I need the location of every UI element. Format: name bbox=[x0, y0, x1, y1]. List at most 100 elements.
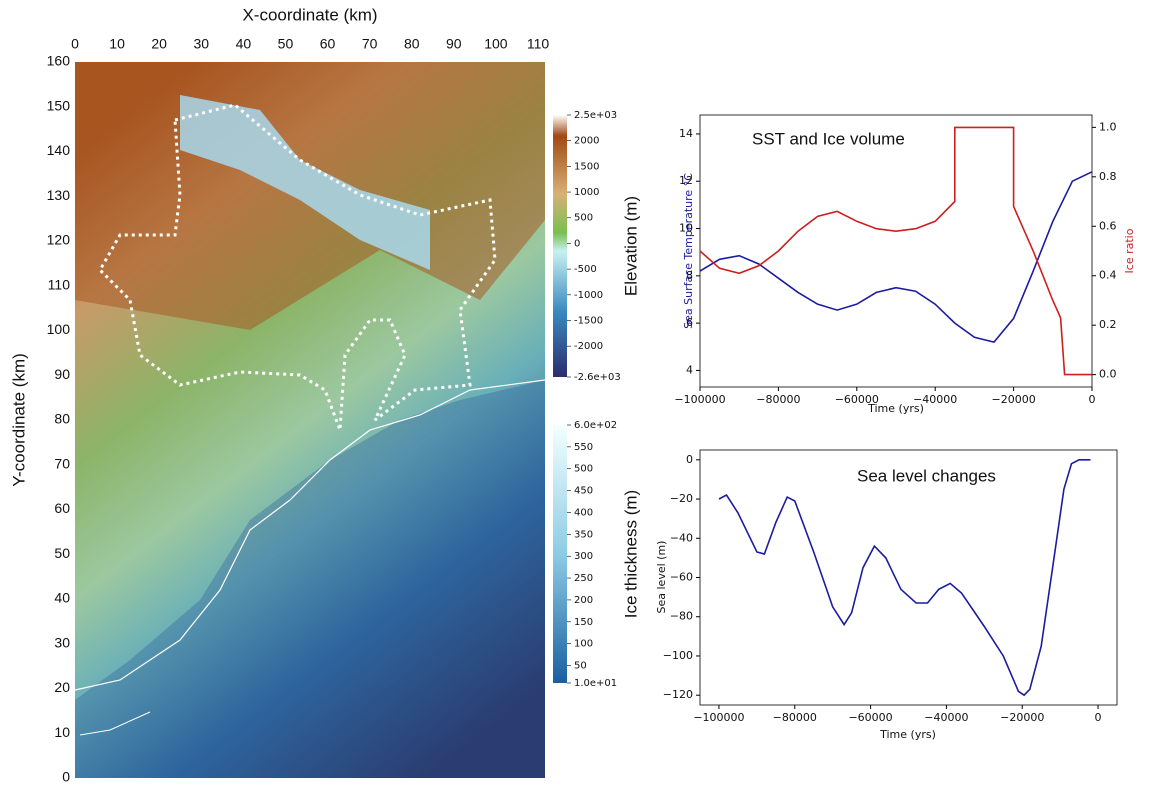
colorbar-label: Ice thickness (m) bbox=[621, 490, 640, 618]
line-series bbox=[699, 171, 1093, 343]
colorbar-tick-label: 300 bbox=[574, 551, 593, 562]
y-axis-label: Y-coordinate (km) bbox=[9, 353, 28, 487]
x-tick-label: −20000 bbox=[991, 393, 1035, 406]
sea-level-axes bbox=[699, 449, 1118, 706]
colorbar-tick-label: -1500 bbox=[574, 315, 603, 326]
colorbar-tick-label: 550 bbox=[574, 442, 593, 453]
x-tick-label: 70 bbox=[362, 36, 378, 52]
y2-tick-label: 0.4 bbox=[1099, 269, 1117, 282]
colorbar-tick-label: 500 bbox=[574, 213, 593, 224]
x-tick-label: −100000 bbox=[693, 711, 744, 724]
y-tick-label: 60 bbox=[54, 500, 70, 516]
x-tick-label: −80000 bbox=[773, 711, 817, 724]
y-tick-label: 30 bbox=[54, 634, 70, 650]
x-tick-label: 0 bbox=[71, 36, 79, 52]
x-tick-label: 90 bbox=[446, 36, 462, 52]
x-tick-label: 10 bbox=[109, 36, 125, 52]
x-tick-label: −60000 bbox=[835, 393, 879, 406]
y-tick-label: 4 bbox=[686, 363, 693, 376]
y-tick-label: 50 bbox=[54, 545, 70, 561]
colorbar-tick-label: 6.0e+02 bbox=[574, 420, 617, 431]
colorbar-tick-label: 150 bbox=[574, 617, 593, 628]
y-tick-label: 10 bbox=[679, 222, 693, 235]
x-axis-label: Time (yrs) bbox=[867, 402, 924, 415]
y-tick-label: 100 bbox=[47, 321, 71, 337]
annotation: Sea level changes bbox=[857, 466, 996, 485]
x-tick-label: −40000 bbox=[913, 393, 957, 406]
y-tick-label: 130 bbox=[47, 187, 71, 203]
y-axis-label: Sea Surface Temperature °C bbox=[682, 173, 695, 329]
x-tick-label: −20000 bbox=[1000, 711, 1044, 724]
y2-tick-label: 0.2 bbox=[1099, 318, 1117, 331]
x-tick-label: −60000 bbox=[848, 711, 892, 724]
y-tick-label: 10 bbox=[54, 724, 70, 740]
colorbar-tick-label: 250 bbox=[574, 573, 593, 584]
y-tick-label: 20 bbox=[54, 679, 70, 695]
y-tick-label: −100 bbox=[663, 649, 693, 662]
x-tick-label: 40 bbox=[236, 36, 252, 52]
colorbar-tick-label: 350 bbox=[574, 529, 593, 540]
x-tick-label: 0 bbox=[1089, 393, 1096, 406]
y-tick-label: 0 bbox=[62, 769, 70, 785]
colorbar-tick-label: 100 bbox=[574, 639, 593, 650]
x-tick-label: 110 bbox=[527, 36, 550, 52]
y-tick-label: 80 bbox=[54, 411, 70, 427]
y-tick-label: 120 bbox=[47, 232, 71, 248]
y2-tick-label: 0.0 bbox=[1099, 368, 1117, 381]
colorbar-tick-label: 450 bbox=[574, 486, 593, 497]
y-tick-label: 6 bbox=[686, 316, 693, 329]
x-tick-label: 50 bbox=[278, 36, 294, 52]
y-tick-label: 14 bbox=[679, 127, 693, 140]
x-tick-label: 60 bbox=[320, 36, 336, 52]
y-tick-label: 110 bbox=[48, 276, 71, 292]
colorbar-tick-label: -2.6e+03 bbox=[574, 372, 621, 383]
colorbar-tick-label: 2000 bbox=[574, 136, 599, 147]
x-tick-label: 100 bbox=[484, 36, 508, 52]
colorbar-tick-label: 200 bbox=[574, 595, 593, 606]
y-tick-label: 70 bbox=[54, 455, 70, 471]
colorbar-tick-label: 500 bbox=[574, 464, 593, 475]
x-axis-label: X-coordinate (km) bbox=[242, 5, 377, 24]
x-tick-label: 80 bbox=[404, 36, 420, 52]
x-axis-label: Time (yrs) bbox=[879, 728, 936, 741]
x-tick-label: 0 bbox=[1095, 711, 1102, 724]
y-tick-label: −40 bbox=[670, 531, 693, 544]
colorbar-tick-label: -2000 bbox=[574, 341, 603, 352]
colorbar-label: Elevation (m) bbox=[621, 196, 640, 296]
y-tick-label: 12 bbox=[679, 174, 693, 187]
colorbar-tick-label: 50 bbox=[574, 661, 587, 672]
y-tick-label: 90 bbox=[54, 366, 70, 382]
y-tick-label: −60 bbox=[670, 571, 693, 584]
x-tick-label: −80000 bbox=[756, 393, 800, 406]
colorbar-tick-label: 400 bbox=[574, 507, 593, 518]
y-tick-label: −120 bbox=[663, 688, 693, 701]
y2-tick-label: 0.8 bbox=[1099, 170, 1117, 183]
map-image bbox=[75, 62, 545, 778]
elevation-colorbar bbox=[553, 115, 567, 377]
y-tick-label: 0 bbox=[686, 453, 693, 466]
colorbar-tick-label: 2.5e+03 bbox=[574, 110, 617, 121]
ice-colorbar bbox=[553, 425, 567, 683]
y2-axis-label: Ice ratio bbox=[1123, 228, 1136, 273]
colorbar-tick-label: -500 bbox=[574, 264, 597, 275]
y-tick-label: −20 bbox=[670, 492, 693, 505]
y-tick-label: −80 bbox=[670, 610, 693, 623]
y2-tick-label: 0.6 bbox=[1099, 219, 1117, 232]
x-tick-label: −100000 bbox=[674, 393, 725, 406]
colorbar-tick-label: 0 bbox=[574, 238, 580, 249]
colorbar-tick-label: 1.0e+01 bbox=[574, 678, 617, 689]
y-tick-label: 140 bbox=[47, 142, 71, 158]
colorbar-tick-label: 1500 bbox=[574, 161, 599, 172]
y-tick-label: 160 bbox=[47, 53, 71, 69]
x-tick-label: −40000 bbox=[924, 711, 968, 724]
y-tick-label: 150 bbox=[47, 97, 71, 113]
line-series bbox=[699, 126, 1092, 376]
x-tick-label: 30 bbox=[193, 36, 209, 52]
line-series bbox=[718, 459, 1091, 697]
colorbar-tick-label: -1000 bbox=[574, 290, 603, 301]
y-tick-label: 40 bbox=[54, 590, 70, 606]
y-axis-label: Sea level (m) bbox=[655, 541, 668, 614]
colorbar-tick-label: 1000 bbox=[574, 187, 599, 198]
